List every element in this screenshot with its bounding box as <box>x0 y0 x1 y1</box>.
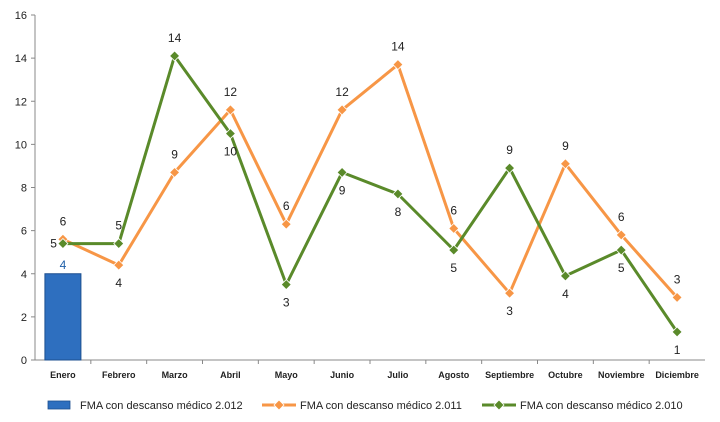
y-tick-label: 4 <box>21 269 27 281</box>
x-tick-label: Septiembre <box>485 370 534 380</box>
x-tick-label: Julio <box>387 370 409 380</box>
series-point <box>113 259 125 271</box>
point-data-label: 4 <box>115 276 122 290</box>
point-data-label: 1 <box>674 343 681 357</box>
point-data-label: 9 <box>171 147 178 161</box>
point-data-label: 6 <box>450 203 457 217</box>
series-point <box>504 287 516 299</box>
legend-swatch-marker <box>493 399 505 411</box>
legend: FMA con descanso médico 2.012 FMA con des… <box>47 399 683 412</box>
bar-data-label: 4 <box>60 258 67 272</box>
series-point <box>615 244 627 256</box>
y-tick-label: 2 <box>21 312 27 324</box>
y-tick-label: 16 <box>15 10 27 22</box>
x-tick-label: Mayo <box>275 370 299 380</box>
x-tick-label: Enero <box>50 370 76 380</box>
series-point <box>559 158 571 170</box>
x-tick-label: Agosto <box>438 370 469 380</box>
point-data-label: 9 <box>339 183 346 197</box>
point-data-label: 3 <box>506 304 513 318</box>
series-point <box>113 237 125 250</box>
legend-entry: FMA con descanso médico 2.011 <box>300 400 462 412</box>
series-point <box>448 244 460 256</box>
series-point <box>336 166 348 178</box>
point-data-label: 6 <box>60 214 67 228</box>
x-tick-label: Diciembre <box>655 370 699 380</box>
x-tick-label: Octubre <box>548 370 583 380</box>
series-point <box>448 222 460 235</box>
series-point <box>336 104 348 116</box>
point-data-label: 4 <box>562 287 569 301</box>
x-tick-label: Noviembre <box>598 370 645 380</box>
legend-swatch <box>47 400 71 410</box>
series-line <box>62 63 679 299</box>
point-data-label: 5 <box>618 261 625 275</box>
legend-swatch-marker <box>273 399 285 411</box>
point-data-label: 5 <box>115 219 122 233</box>
y-tick-label: 10 <box>15 139 27 151</box>
point-data-label: 10 <box>224 145 238 159</box>
point-data-label: 6 <box>618 210 625 224</box>
point-data-label: 5 <box>450 261 457 275</box>
y-tick-label: 6 <box>21 226 27 238</box>
series-point <box>504 162 516 174</box>
point-data-label: 9 <box>506 143 513 157</box>
legend-entry: FMA con descanso médico 2.010 <box>520 400 683 412</box>
x-tick-label: Marzo <box>162 370 189 380</box>
series-point <box>280 218 292 230</box>
point-data-label: 12 <box>224 85 238 99</box>
bar <box>44 273 82 361</box>
point-data-label: 3 <box>674 272 681 286</box>
x-tick-label: Abril <box>220 370 241 380</box>
lines <box>57 50 683 338</box>
series-point <box>559 270 571 282</box>
series-point <box>392 59 404 71</box>
y-tick-label: 0 <box>21 355 27 367</box>
series-point <box>671 291 683 304</box>
point-data-label: 9 <box>562 139 569 153</box>
point-data-label: 14 <box>168 31 182 45</box>
series-point <box>224 104 236 116</box>
series-point <box>169 50 181 62</box>
point-data-label: 6 <box>283 199 290 213</box>
series-point <box>57 237 69 250</box>
series-point <box>615 229 627 241</box>
point-data-label: 14 <box>391 40 405 54</box>
series-line <box>62 54 679 333</box>
bars <box>44 273 82 361</box>
point-data-label: 12 <box>335 85 349 99</box>
x-tick-label: Junio <box>330 370 355 380</box>
x-tick-label: Febrero <box>102 370 136 380</box>
point-data-label: 3 <box>283 296 290 310</box>
series-point <box>392 188 404 200</box>
point-data-label: 5 <box>50 237 57 251</box>
series-point <box>671 326 683 338</box>
series-point <box>169 166 181 178</box>
y-tick-label: 14 <box>15 53 27 65</box>
legend-entry: FMA con descanso médico 2.012 <box>80 400 243 412</box>
y-tick-label: 12 <box>15 96 27 108</box>
point-data-label: 8 <box>395 205 402 219</box>
y-tick-label: 8 <box>21 183 27 195</box>
series-point <box>280 278 292 291</box>
series-point <box>224 128 236 140</box>
